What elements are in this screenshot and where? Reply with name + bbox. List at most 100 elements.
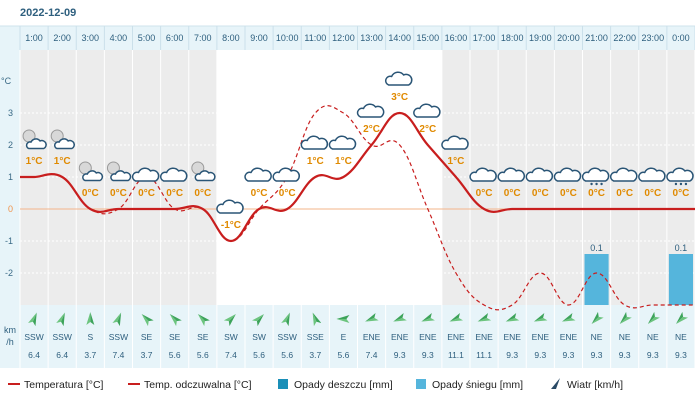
wind-speed: 5.6 (338, 350, 350, 360)
cloud-shape (356, 103, 385, 118)
wind-arrow-left-half (86, 312, 91, 325)
wind-direction: NE (647, 332, 659, 342)
temperature-line (19, 111, 695, 243)
legend-label: Temp. odczuwalna [°C] (144, 379, 252, 391)
temperature-label: 0°C (532, 188, 549, 199)
cloud-shape (53, 138, 75, 150)
wind-speed: 7.4 (113, 350, 125, 360)
wind-direction: SSW (278, 332, 297, 342)
wind-arrow-right-half (117, 312, 122, 327)
cloud-shape (497, 167, 526, 182)
hour-label: 17:00 (473, 33, 496, 43)
hour-label: 0:00 (672, 33, 690, 43)
cloud-snow-icon (666, 167, 694, 186)
wind-direction: SSW (109, 332, 128, 342)
hour-label: 5:00 (138, 33, 156, 43)
wind-direction: SSW (53, 332, 72, 342)
cloud-shape (25, 138, 47, 150)
cloud-icon (244, 167, 272, 182)
cloud-shape (609, 167, 638, 182)
wind-direction: ENE (532, 332, 550, 342)
wind-direction: SW (224, 332, 238, 342)
snowflake-dot (674, 182, 678, 186)
wind-speed: 7.4 (225, 350, 237, 360)
wind-arrow-left-half (365, 317, 379, 322)
feels-like-line (19, 105, 695, 311)
wind-arrow-left-half (647, 316, 660, 324)
forecast-date: 2022-12-09 (20, 7, 76, 19)
wind-unit-bottom: /h (6, 337, 14, 347)
wind-arrow-icon (336, 315, 350, 323)
wind-arrow-icon (675, 311, 689, 324)
hour-label: 1:00 (25, 33, 43, 43)
legend-label: Wiatr [km/h] (567, 379, 623, 391)
hour-label: 10:00 (276, 33, 299, 43)
wind-arrow-left-half (421, 317, 435, 322)
wind-direction: SE (169, 332, 181, 342)
wind-direction: ENE (447, 332, 465, 342)
cloud-icon (356, 103, 385, 118)
cloud-shape (300, 135, 329, 150)
temperature-label: 0°C (82, 188, 99, 199)
y-tick-label: -2 (5, 268, 13, 278)
wind-arrow-icon (141, 314, 154, 327)
wind-arrow-left-half (477, 317, 492, 322)
wind-direction: ENE (391, 332, 409, 342)
legend-item: Temp. odczuwalna [°C] (128, 379, 252, 391)
wind-speed: 3.7 (309, 350, 321, 360)
cloud-icon (609, 167, 638, 182)
wind-speed: 11.1 (448, 350, 464, 360)
wind-speed: 6.4 (56, 350, 68, 360)
cloud-partly-night-icon (50, 129, 75, 150)
wind-arrow-right-half (32, 312, 37, 327)
wind-direction: SSE (307, 332, 324, 342)
wind-arrow-left-half (619, 316, 632, 324)
cloud-shape (159, 167, 188, 182)
wind-arrow-left-half (251, 314, 265, 322)
temperature-label: 2°C (363, 124, 380, 135)
cloud-icon (159, 167, 188, 182)
hour-label: 2:00 (53, 33, 71, 43)
wind-speed: 9.3 (534, 350, 546, 360)
wind-arrow-right-half (197, 314, 210, 322)
hour-label: 12:00 (332, 33, 355, 43)
snowflake-dot (600, 182, 603, 186)
wind-arrow-icon (197, 314, 210, 327)
y-tick-label: 2 (8, 140, 13, 150)
plot-area: °C -2 -1 0 1 2 3 1:00 2:00 3:00 4:00 5:00 6:00 7:00 8:… (0, 25, 695, 368)
cloud-shape (82, 170, 104, 182)
cloud-shape (525, 167, 554, 182)
cloud-shape (666, 167, 694, 182)
wind-speed: 5.6 (169, 350, 181, 360)
temperature-label: 0°C (504, 188, 521, 199)
cloud-partly-night-icon (106, 161, 132, 182)
legend-item: Temperatura [°C] (8, 379, 104, 391)
snowflake-dot (595, 182, 598, 186)
wind-speed: 9.3 (619, 350, 631, 360)
wind-arrow-right-half (336, 315, 350, 319)
wind-speed: 9.3 (394, 350, 406, 360)
hour-label: 6:00 (166, 33, 184, 43)
wind-arrow-left-half (197, 314, 205, 327)
cloud-icon (413, 103, 441, 118)
wind-direction: SW (252, 332, 266, 342)
temperature-label: 0°C (616, 188, 633, 199)
cloud-icon (441, 135, 469, 150)
wind-arrow-icon (591, 311, 604, 324)
cloud-shape (553, 167, 582, 182)
legend-label: Opady śniegu [mm] (432, 379, 523, 391)
wind-arrow-right-half (90, 312, 95, 325)
cloud-partly-night-icon (78, 161, 104, 182)
legend-box-icon (278, 379, 288, 389)
wind-arrow-right-half (256, 314, 265, 327)
hour-label: 19:00 (529, 33, 552, 43)
cloud-shape (638, 167, 666, 182)
wind-speed: 3.7 (84, 350, 96, 360)
hour-label: 11:00 (304, 33, 326, 43)
hour-label: 21:00 (585, 33, 608, 43)
wind-speed: 6.4 (28, 350, 40, 360)
cloud-icon (216, 199, 244, 214)
wind-arrow-left-half (591, 316, 604, 324)
wind-arrow-left-half (141, 314, 149, 327)
